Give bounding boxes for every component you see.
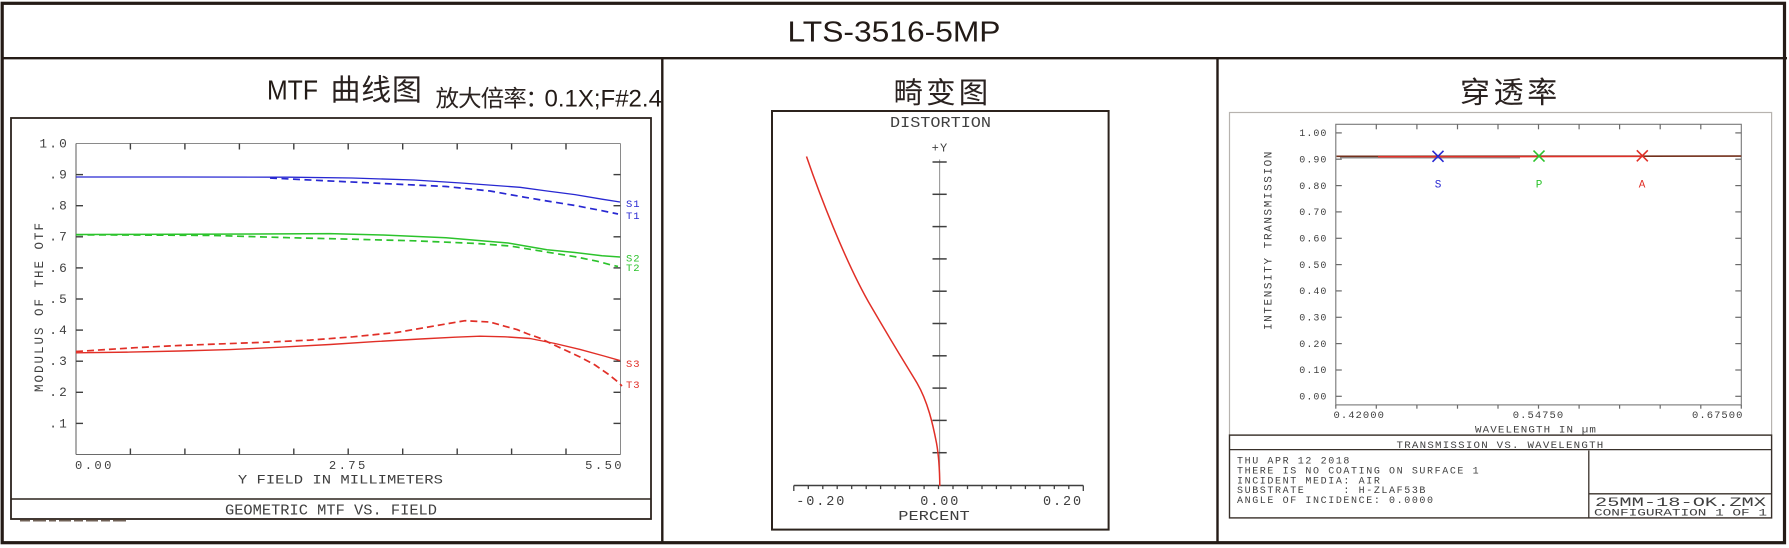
svg-text:0.90: 0.90 xyxy=(1299,155,1327,166)
svg-text:Y FIELD IN MILLIMETERS: Y FIELD IN MILLIMETERS xyxy=(238,473,443,488)
svg-text:GEOMETRIC MTF VS. FIELD: GEOMETRIC MTF VS. FIELD xyxy=(225,503,437,519)
svg-text:S: S xyxy=(1435,180,1442,192)
svg-text:P: P xyxy=(1536,180,1543,192)
svg-text:.2: .2 xyxy=(49,385,69,400)
svg-text:1.00: 1.00 xyxy=(1299,129,1327,140)
svg-text:T3: T3 xyxy=(626,380,641,392)
svg-text:PERCENT: PERCENT xyxy=(898,509,970,525)
svg-text:-0.20: -0.20 xyxy=(796,495,846,510)
svg-text:CONFIGURATION 1 OF 1: CONFIGURATION 1 OF 1 xyxy=(1594,509,1767,520)
svg-text:.7: .7 xyxy=(49,230,69,245)
svg-text:0.70: 0.70 xyxy=(1299,208,1327,219)
svg-text:0.00: 0.00 xyxy=(75,459,114,473)
svg-text:T1: T1 xyxy=(626,211,641,223)
svg-text:0.54750: 0.54750 xyxy=(1513,410,1564,422)
svg-text:A: A xyxy=(1639,180,1646,192)
svg-text:.1: .1 xyxy=(49,416,69,431)
svg-text:0.80: 0.80 xyxy=(1299,182,1327,193)
svg-text:0.50: 0.50 xyxy=(1299,261,1327,272)
svg-text:LTS-3516-5MP: LTS-3516-5MP xyxy=(788,17,1001,49)
svg-text:0.10: 0.10 xyxy=(1299,366,1327,377)
svg-text:MTF: MTF xyxy=(267,75,318,106)
svg-text:.6: .6 xyxy=(49,261,69,276)
svg-text:0.42000: 0.42000 xyxy=(1334,410,1385,422)
svg-text:0.00: 0.00 xyxy=(920,495,960,510)
svg-text:0.00: 0.00 xyxy=(1299,393,1327,404)
svg-text:TRANSMISSION VS. WAVELENGTH: TRANSMISSION VS. WAVELENGTH xyxy=(1397,440,1605,452)
svg-text:S1: S1 xyxy=(626,199,641,211)
svg-text:0.20: 0.20 xyxy=(1043,495,1083,510)
svg-text:.8: .8 xyxy=(49,199,69,214)
svg-text:INTENSITY TRANSMISSION: INTENSITY TRANSMISSION xyxy=(1264,150,1276,330)
svg-text:T2: T2 xyxy=(626,263,641,275)
svg-text:0.1X;F#2.4: 0.1X;F#2.4 xyxy=(545,85,662,112)
svg-text:.3: .3 xyxy=(49,354,69,369)
svg-text:.5: .5 xyxy=(49,292,69,307)
svg-text:DISTORTION: DISTORTION xyxy=(890,115,991,132)
svg-text:1.0: 1.0 xyxy=(39,136,69,151)
svg-text:0.20: 0.20 xyxy=(1299,340,1327,351)
svg-text:0.60: 0.60 xyxy=(1299,234,1327,245)
svg-text:0.40: 0.40 xyxy=(1299,287,1327,298)
svg-text:.9: .9 xyxy=(49,168,69,183)
svg-text:5.50: 5.50 xyxy=(585,459,624,473)
svg-text:.4: .4 xyxy=(49,323,69,338)
svg-text:2.75: 2.75 xyxy=(329,459,368,473)
svg-text:WAVELENGTH IN µm: WAVELENGTH IN µm xyxy=(1475,425,1597,437)
svg-text:0.67500: 0.67500 xyxy=(1692,410,1743,422)
svg-text:0.30: 0.30 xyxy=(1299,313,1327,324)
svg-text:25MM-18-OK.ZMX: 25MM-18-OK.ZMX xyxy=(1595,496,1767,510)
svg-text:INCIDENT MEDIA: AIR: INCIDENT MEDIA: AIR xyxy=(1237,476,1381,487)
svg-text:SUBSTRATE : H-ZLAF53B: SUBSTRATE : H-ZLAF53B xyxy=(1237,486,1427,497)
svg-text:THU APR 12 2018: THU APR 12 2018 xyxy=(1237,457,1351,468)
svg-text:+Y: +Y xyxy=(932,142,949,156)
svg-text:THERE IS NO COATING ON SURFACE: THERE IS NO COATING ON SURFACE 1 xyxy=(1237,466,1480,477)
svg-text:S2: S2 xyxy=(626,254,641,266)
svg-text:MODULUS OF THE OTF: MODULUS OF THE OTF xyxy=(33,221,47,392)
svg-text:S3: S3 xyxy=(626,359,641,371)
svg-text:ANGLE OF INCIDENCE: 0.0000: ANGLE OF INCIDENCE: 0.0000 xyxy=(1237,496,1435,507)
